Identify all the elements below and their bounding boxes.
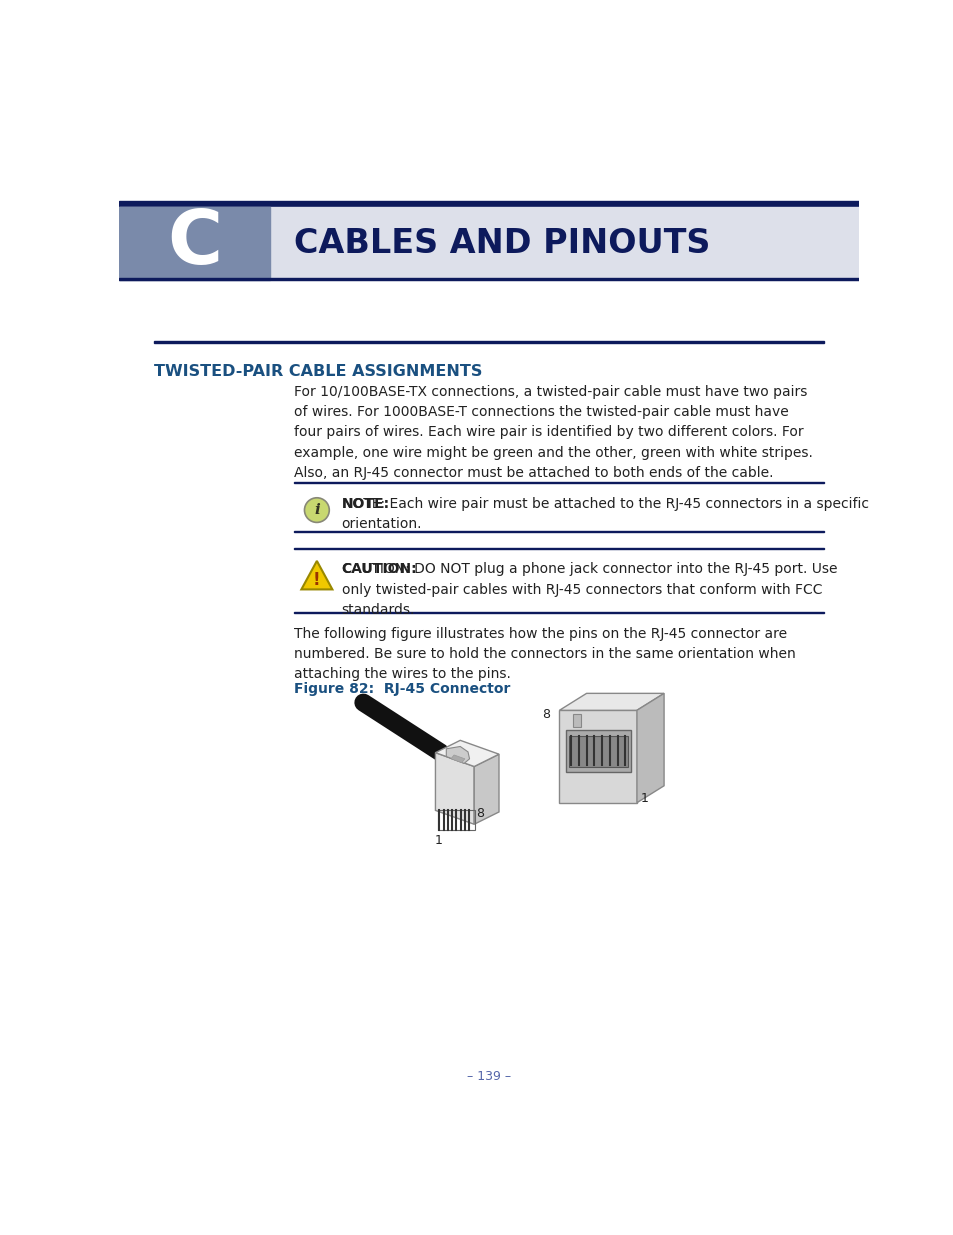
Text: NOTE:: NOTE:: [341, 496, 390, 511]
Bar: [565, 730, 630, 772]
Text: 8: 8: [541, 708, 550, 721]
Text: – 139 –: – 139 –: [466, 1070, 511, 1083]
Text: CABLES AND PINOUTS: CABLES AND PINOUTS: [294, 227, 709, 259]
Text: CAUTION: DO NOT plug a phone jack connector into the RJ-45 port. Use
only twiste: CAUTION: DO NOT plug a phone jack connec…: [341, 562, 837, 616]
Polygon shape: [446, 746, 469, 763]
Text: 1: 1: [435, 834, 442, 846]
Text: C: C: [167, 206, 222, 280]
Text: i: i: [314, 503, 319, 517]
Polygon shape: [558, 693, 663, 710]
Polygon shape: [573, 714, 580, 727]
Polygon shape: [637, 693, 663, 803]
Text: TWISTED-PAIR CABLE ASSIGNMENTS: TWISTED-PAIR CABLE ASSIGNMENTS: [154, 364, 482, 379]
Bar: [119, 206, 858, 280]
Bar: [119, 278, 858, 280]
Text: CAUTION:: CAUTION:: [341, 562, 416, 577]
Polygon shape: [435, 740, 498, 767]
Polygon shape: [474, 755, 498, 824]
Text: NOTE: Each wire pair must be attached to the RJ-45 connectors in a specific
orie: NOTE: Each wire pair must be attached to…: [341, 496, 868, 531]
Circle shape: [304, 498, 329, 522]
Bar: [558, 710, 637, 803]
Text: Figure 82:  RJ-45 Connector: Figure 82: RJ-45 Connector: [294, 682, 510, 695]
Text: The following figure illustrates how the pins on the RJ-45 connector are
numbere: The following figure illustrates how the…: [294, 627, 795, 682]
Bar: [154, 341, 822, 343]
Text: 8: 8: [476, 806, 484, 820]
Bar: [119, 200, 858, 206]
Bar: [568, 736, 627, 767]
Polygon shape: [451, 755, 464, 763]
Text: For 10/100BASE-TX connections, a twisted-pair cable must have two pairs
of wires: For 10/100BASE-TX connections, a twisted…: [294, 385, 812, 479]
Polygon shape: [435, 752, 474, 824]
Text: 1: 1: [640, 793, 648, 805]
Bar: [119, 206, 270, 280]
Polygon shape: [301, 561, 332, 589]
Text: !: !: [313, 571, 320, 589]
